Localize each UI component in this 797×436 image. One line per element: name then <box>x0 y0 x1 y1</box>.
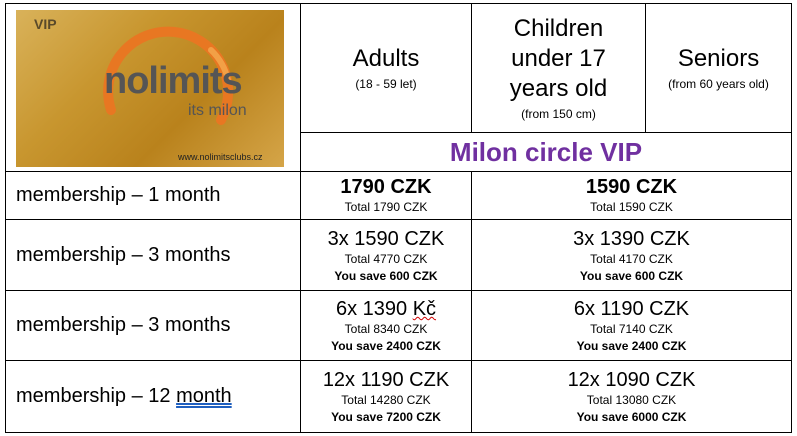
row-label-text: membership – 1 month <box>16 184 221 206</box>
total: Total 1790 CZK <box>344 200 428 214</box>
savings: You save 7200 CZK <box>331 410 441 424</box>
logo-ring-icon <box>103 26 234 125</box>
price: 6x 1190 CZK <box>573 298 690 320</box>
savings: You save 600 CZK <box>334 268 438 283</box>
total: Total 13080 CZK <box>586 393 677 407</box>
seniors-subtitle: (from 60 years old) <box>668 77 769 91</box>
price: 12x 1190 CZK <box>322 369 450 391</box>
total: Total 14280 CZK <box>341 393 431 407</box>
price-cell-adult: 3x 1590 CZK Total 4770 CZK You save 600 … <box>300 219 472 291</box>
product-title-cell: Milon circle VIP <box>300 132 792 172</box>
children-title-2: under 17 <box>511 45 606 72</box>
price: 12x 1090 CZK <box>567 369 696 391</box>
product-title: Milon circle VIP <box>449 136 643 167</box>
total: Total 1590 CZK <box>590 200 673 214</box>
seniors-title: Seniors <box>677 45 760 72</box>
adults-title: Adults <box>352 45 420 72</box>
price-cell-other: 6x 1190 CZK Total 7140 CZK You save 2400… <box>471 290 792 361</box>
price-cell-adult: 6x 1390 Kč Total 8340 CZK You save 2400 … <box>300 290 472 361</box>
row-label-suffix: month <box>176 385 232 407</box>
price: 1590 CZK <box>585 176 678 198</box>
total: Total 8340 CZK <box>344 322 428 336</box>
total: Total 7140 CZK <box>590 322 673 336</box>
price-amount: 6x 1390 <box>335 298 413 320</box>
row-label-text: membership – 3 months <box>16 243 231 266</box>
total: Total 4770 CZK <box>344 251 428 266</box>
logo-brand: nolimits <box>104 60 243 102</box>
row-label-text: membership – 12 month <box>16 385 232 408</box>
row-label: membership – 3 months <box>5 290 301 361</box>
logo-tagline: its milon <box>188 102 247 119</box>
header-adults: Adults (18 - 59 let) <box>300 3 472 133</box>
savings: You save 2400 CZK <box>331 339 441 353</box>
children-title-1: Children <box>513 15 604 42</box>
savings: You save 600 CZK <box>579 268 684 283</box>
adults-subtitle: (18 - 59 let) <box>355 77 417 91</box>
row-label: membership – 3 months <box>5 219 301 291</box>
price-cell-other: 3x 1390 CZK Total 4170 CZK You save 600 … <box>471 219 792 291</box>
row-label-prefix: membership – 12 <box>16 385 177 407</box>
price: 6x 1390 Kč <box>336 297 436 321</box>
vip-badge: VIP <box>34 16 57 32</box>
price-cell-adult: 12x 1190 CZK Total 14280 CZK You save 72… <box>300 360 472 433</box>
row-label: membership – 1 month <box>5 171 301 220</box>
savings: You save 2400 CZK <box>576 339 687 353</box>
price: 3x 1590 CZK <box>327 227 445 250</box>
header-seniors: Seniors (from 60 years old) <box>645 3 792 133</box>
logo-cell: VIP nolimits its milon www.nolimitsclubs… <box>5 3 301 172</box>
logo-url: www.nolimitsclubs.cz <box>178 152 263 162</box>
price-cell-other: 12x 1090 CZK Total 13080 CZK You save 60… <box>471 360 792 433</box>
savings: You save 6000 CZK <box>576 410 687 424</box>
price-cell-adult: 1790 CZK Total 1790 CZK <box>300 171 472 220</box>
row-label-text: membership – 3 months <box>16 314 231 336</box>
children-title-3: years old <box>509 75 608 102</box>
nolimits-logo: VIP nolimits its milon www.nolimitsclubs… <box>16 10 284 167</box>
pricing-table: VIP nolimits its milon www.nolimitsclubs… <box>5 3 792 433</box>
price: 3x 1390 CZK <box>573 227 690 250</box>
children-subtitle: (from 150 cm) <box>521 107 596 121</box>
row-label: membership – 12 month <box>5 360 301 433</box>
header-children: Children under 17 years old (from 150 cm… <box>471 3 646 133</box>
price: 1790 CZK <box>340 176 432 198</box>
price-cell-other: 1590 CZK Total 1590 CZK <box>471 171 792 220</box>
price-unit: Kč <box>412 298 437 320</box>
total: Total 4170 CZK <box>590 251 673 266</box>
